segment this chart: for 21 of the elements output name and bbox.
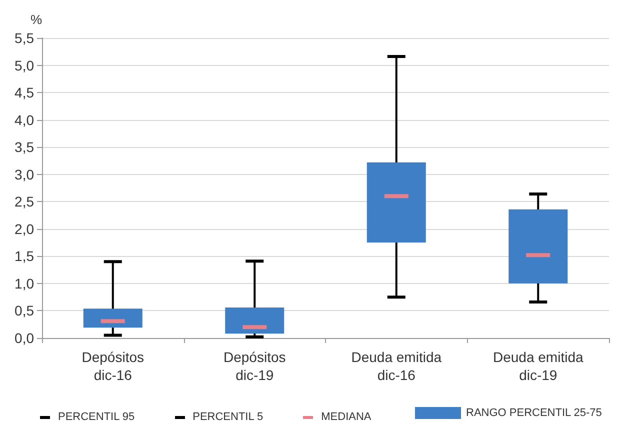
y-tick-label: 1,0 [14, 275, 34, 292]
y-tick-label: 5,0 [14, 57, 34, 74]
text: MEDIANA [321, 411, 372, 423]
y-tick-label: 5,5 [14, 30, 34, 46]
x-tick-label: Deuda emitida dic-16 [351, 349, 442, 383]
y-tick-label: 2,0 [14, 220, 34, 237]
y-axis-title: % [30, 12, 42, 27]
y-tick-label: 2,5 [14, 194, 34, 210]
y-tick-label: 0,5 [14, 302, 34, 319]
x-tick-label: Depósitos dic-16 [82, 349, 144, 383]
x-tick-label: Deuda emitida dic-19 [492, 349, 584, 383]
x-tick-label: Depósitos dic-19 [223, 349, 286, 383]
text: PERCENTIL 95 [58, 411, 135, 423]
y-tick-label: 1,5 [14, 248, 34, 264]
y-tick-label: 3,0 [14, 166, 34, 182]
y-tick-label: 4,0 [14, 112, 34, 128]
y-tick-label: 4,5 [14, 84, 34, 101]
legend-label: RANGO PERCENTIL 25-75 [466, 407, 602, 419]
text: PERCENTIL 5 [192, 411, 264, 423]
y-tick-label: 3,5 [14, 139, 34, 156]
y-tick-label: 0,0 [14, 330, 34, 346]
